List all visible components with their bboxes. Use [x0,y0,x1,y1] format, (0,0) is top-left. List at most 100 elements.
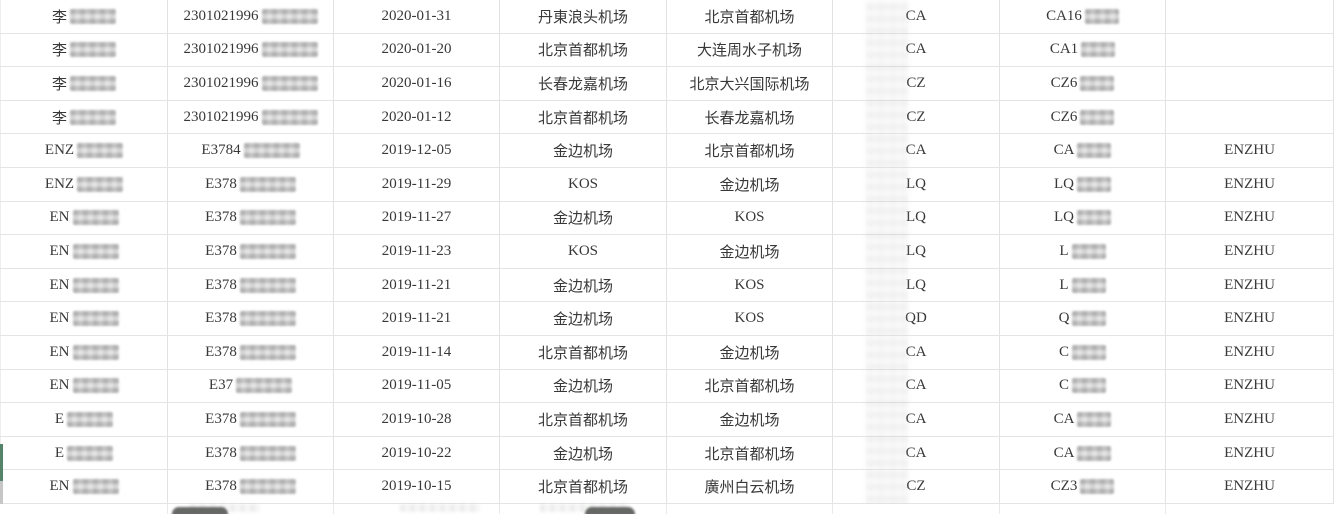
cell-agent-code: ENZHU [1166,403,1334,436]
redaction-blur [239,411,296,427]
cell-arrival-airport: KOS [667,302,833,335]
cell-flight-number: LQ [1000,167,1166,201]
redaction-blur [239,445,296,461]
cell-flight-date: 2019-11-27 [334,201,500,235]
redaction-blur [70,109,116,125]
cell-agent-code: ENZHU [1166,470,1334,503]
cell-passenger-name: ENZ [0,134,168,167]
left-scrollbar-track[interactable] [0,481,3,514]
cell-departure-airport: 金边机场 [500,302,667,335]
table-row[interactable]: E E378 2019-10-28 北京首都机场 金边机场 CA CA ENZH… [0,403,1334,437]
table-row[interactable]: ENZ E378 2019-11-29 KOS 金边机场 LQ LQ ENZHU [0,167,1334,202]
partial-next-row [0,504,1334,514]
cell-departure-airport: KOS [500,235,667,268]
cell-departure-airport: 金边机场 [500,436,667,470]
redaction-blur [1081,42,1116,58]
cell-flight-number: L [1000,268,1166,302]
cell-departure-airport: 北京首都机场 [500,470,667,503]
table-row[interactable]: 李 2301021996 2020-01-16 长春龙嘉机场 北京大兴国际机场 … [0,67,1334,101]
table-row[interactable]: EN E378 2019-11-27 金边机场 KOS LQ LQ ENZHU [0,201,1334,236]
cell-departure-airport: 北京首都机场 [500,403,667,436]
cell-passenger-name: 李 [0,100,168,134]
cell-id-number: E3784 [168,134,334,167]
table-row[interactable]: 李 2301021996 2020-01-31 丹東浪头机场 北京首都机场 CA… [0,0,1334,34]
cell-flight-number: CA1 [1000,33,1166,67]
table-row[interactable]: 李 2301021996 2020-01-20 北京首都机场 大连周水子机场 C… [0,33,1334,68]
cell-agent-code [1166,33,1334,67]
redaction-blur [1072,378,1106,394]
table-row[interactable]: EN E378 2019-10-15 北京首都机场 廣州白云机场 CZ CZ3 … [0,470,1334,504]
cell-departure-airport: 金边机场 [500,369,667,403]
table-row[interactable]: EN E378 2019-11-21 金边机场 KOS QD Q ENZHU [0,302,1334,336]
cell-airline-code: LQ [833,235,1000,268]
cell-agent-code: ENZHU [1166,436,1334,470]
redaction-blur [239,210,296,226]
cell-airline-code: LQ [833,268,1000,302]
cell-flight-number: CA [1000,436,1166,470]
table-row[interactable]: EN E378 2019-11-21 金边机场 KOS LQ L ENZHU [0,268,1334,303]
cell-passenger-name: EN [0,268,168,302]
cell-departure-airport: 北京首都机场 [500,33,667,67]
table-row[interactable]: E E378 2019-10-22 金边机场 北京首都机场 CA CA ENZH… [0,436,1334,471]
redaction-blur [77,176,124,192]
cell-flight-date: 2020-01-12 [334,100,500,134]
table-row[interactable]: ENZ E3784 2019-12-05 金边机场 北京首都机场 CA CA E… [0,134,1334,168]
cell-flight-number: CA16 [1000,0,1166,33]
cell-arrival-airport: 大连周水子机场 [667,33,833,67]
table-row[interactable]: EN E378 2019-11-14 北京首都机场 金边机场 CA C ENZH… [0,335,1334,370]
left-scrollbar-thumb[interactable] [0,444,3,481]
redaction-blur [1077,176,1111,192]
redaction-blur [236,378,293,394]
cell-flight-date: 2019-10-15 [334,470,500,503]
cell-airline-code: CA [833,335,1000,369]
cell-airline-code: CA [833,436,1000,470]
cell-flight-date: 2019-11-21 [334,268,500,302]
cell-id-number: E378 [168,268,334,302]
redaction-blur [261,42,318,58]
cell-passenger-name: EN [0,470,168,503]
cell-id-number: 2301021996 [168,0,334,33]
cell-passenger-name: 李 [0,33,168,67]
cell-arrival-airport: 金边机场 [667,335,833,369]
redaction-blur [1080,479,1115,495]
cell-arrival-airport: 金边机场 [667,403,833,436]
table-row[interactable]: 李 2301021996 2020-01-12 北京首都机场 长春龙嘉机场 CZ… [0,100,1334,135]
cell-airline-code: CZ [833,67,1000,100]
cell-passenger-name: 李 [0,0,168,33]
cell-passenger-name: EN [0,201,168,235]
cell-airline-code: LQ [833,201,1000,235]
cell-flight-number: L [1000,235,1166,268]
cell-id-number: E378 [168,235,334,268]
table-row[interactable]: EN E378 2019-11-23 KOS 金边机场 LQ L ENZHU [0,235,1334,269]
cell-agent-code: ENZHU [1166,268,1334,302]
redaction-blur [72,479,119,495]
redaction-blur [1072,311,1107,327]
cell-agent-code: ENZHU [1166,335,1334,369]
redaction-blur [67,445,114,461]
cell-agent-code: ENZHU [1166,369,1334,403]
cell-agent-code: ENZHU [1166,167,1334,201]
redaction-blur [72,378,119,394]
cell-departure-airport: 北京首都机场 [500,335,667,369]
cell-arrival-airport: 廣州白云机场 [667,470,833,503]
redaction-blur [72,344,119,360]
cell-agent-code [1166,100,1334,134]
cell-passenger-name: 李 [0,67,168,100]
cell-flight-date: 2019-10-22 [334,436,500,470]
cell-passenger-name: EN [0,335,168,369]
cell-airline-code: CZ [833,100,1000,134]
cell-flight-date: 2020-01-16 [334,67,500,100]
cell-flight-date: 2019-11-21 [334,302,500,335]
cell-agent-code: ENZHU [1166,201,1334,235]
cell-flight-number: Q [1000,302,1166,335]
cell-flight-number: CA [1000,403,1166,436]
cell-id-number: E378 [168,436,334,470]
cell-passenger-name: ENZ [0,167,168,201]
cell-flight-date: 2020-01-31 [334,0,500,33]
cell-passenger-name: EN [0,369,168,403]
redaction-blur [70,75,116,91]
table-row[interactable]: EN E37 2019-11-05 金边机场 北京首都机场 CA C ENZHU [0,369,1334,404]
cell-airline-code: CA [833,369,1000,403]
